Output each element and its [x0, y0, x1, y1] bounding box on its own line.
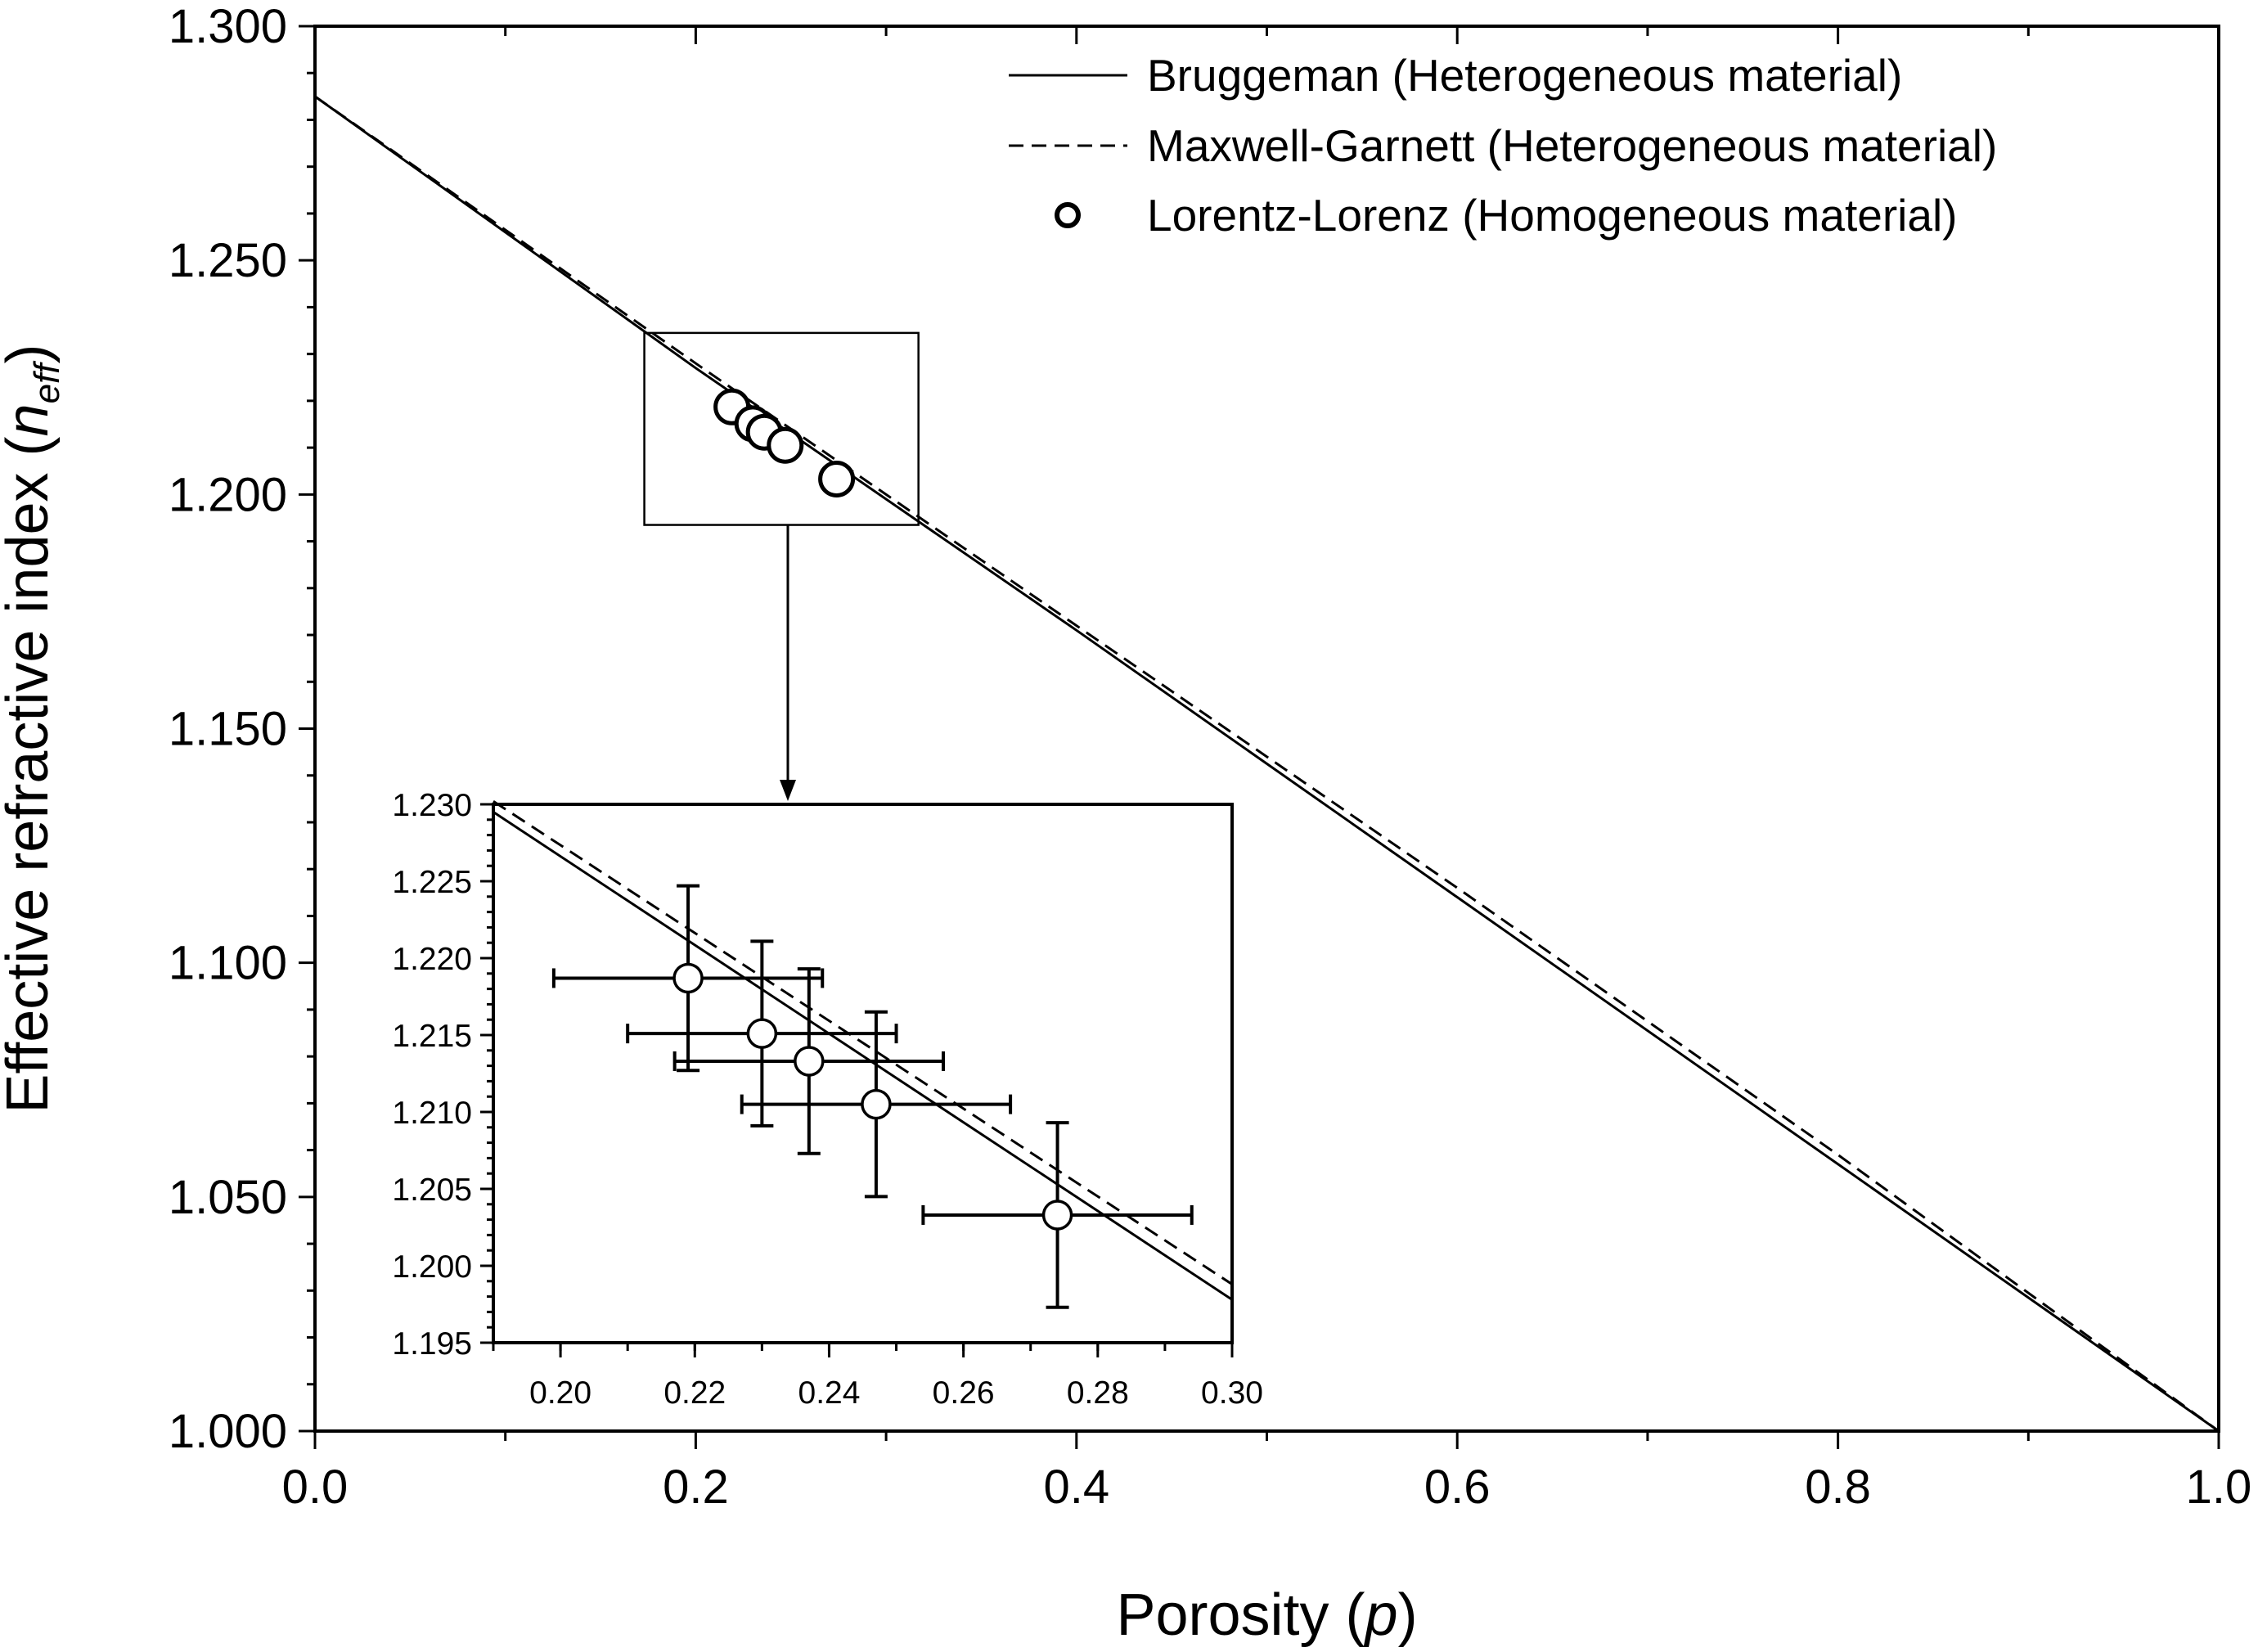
legend-bruggeman-label: Bruggeman (Heterogeneous material)	[1147, 50, 1902, 101]
inset-y-tick-label: 1.225	[392, 865, 472, 900]
x-tick-label: 0.8	[1805, 1461, 1871, 1514]
inset-y-tick-label: 1.230	[392, 788, 472, 823]
x-tick-label: 1.0	[2186, 1461, 2252, 1514]
zoom-box	[643, 331, 920, 526]
y-tick-label: 1.200	[169, 468, 287, 521]
x-tick-label: 0.6	[1424, 1461, 1491, 1514]
x-tick-label: 0.2	[663, 1461, 729, 1514]
y-axis-title-subscript: eff	[27, 360, 67, 404]
inset-x-tick-label: 0.24	[798, 1375, 861, 1411]
maxwell-garnett-line	[314, 95, 2220, 1433]
legend: Bruggeman (Heterogeneous material) Maxwel…	[1009, 50, 1997, 241]
legend-lorentz-lorenz-label: Lorentz-Lorenz (Homogeneous material)	[1147, 190, 1957, 241]
legend-lorentz-lorenz-symbol	[1055, 202, 1081, 228]
x-axis-title-variable: p	[1364, 1582, 1398, 1648]
zoom-arrow-head	[780, 780, 796, 801]
y-tick-label: 1.100	[169, 937, 287, 990]
inset-y-tick-label: 1.210	[392, 1096, 472, 1131]
inset-x-tick-label: 0.30	[1201, 1375, 1263, 1411]
inset-y-tick-label: 1.215	[392, 1019, 472, 1054]
y-axis-title-close: )	[0, 344, 61, 364]
lorentz-lorenz-point	[767, 426, 804, 464]
y-tick-label: 1.050	[169, 1171, 287, 1224]
inset-bruggeman-line	[493, 811, 1233, 1301]
x-tick-label: 0.0	[282, 1461, 349, 1514]
y-tick-label: 1.250	[169, 234, 287, 287]
x-axis-title: Porosity (p)	[1116, 1582, 1417, 1648]
x-axis-title-text: Porosity (	[1116, 1582, 1365, 1648]
y-tick-label: 1.000	[169, 1405, 287, 1458]
inset-y-tick-label: 1.220	[392, 942, 472, 977]
y-tick-label: 1.150	[169, 703, 287, 756]
inset-y-tick-label: 1.195	[392, 1326, 472, 1362]
inset-x-tick-label: 0.20	[529, 1375, 591, 1411]
y-axis-title-text: Effective refractive index (	[0, 436, 61, 1113]
y-axis-title-variable: n	[0, 403, 61, 436]
inset-data-point	[861, 1088, 892, 1120]
bruggeman-line	[314, 95, 2220, 1433]
inset-plot: 0.20 0.22 0.24 0.26 0.28 0.30 1.195 1.200 1.205 1…	[392, 524, 1263, 1411]
x-tick-label: 0.4	[1043, 1461, 1109, 1514]
inset-data-point	[1041, 1200, 1073, 1231]
inset-x-tick-label: 0.28	[1067, 1375, 1129, 1411]
y-axis-title: Effective refractive index (neff)	[0, 344, 67, 1114]
inset-data-point	[794, 1046, 825, 1077]
inset-data-point	[746, 1018, 778, 1049]
inset-y-tick-label: 1.205	[392, 1173, 472, 1208]
y-tick-label: 1.300	[169, 0, 287, 53]
inset-x-tick-label: 0.26	[933, 1375, 995, 1411]
inset-x-tick-label: 0.22	[663, 1375, 726, 1411]
inset-y-tick-label: 1.200	[392, 1249, 472, 1285]
x-axis-title-close: )	[1398, 1582, 1418, 1648]
legend-maxwell-garnett-label: Maxwell-Garnett (Heterogeneous material)	[1147, 120, 1997, 171]
inset-maxwell-garnett-line	[493, 799, 1233, 1285]
inset-data-point	[672, 962, 704, 994]
lorentz-lorenz-point	[818, 460, 856, 497]
